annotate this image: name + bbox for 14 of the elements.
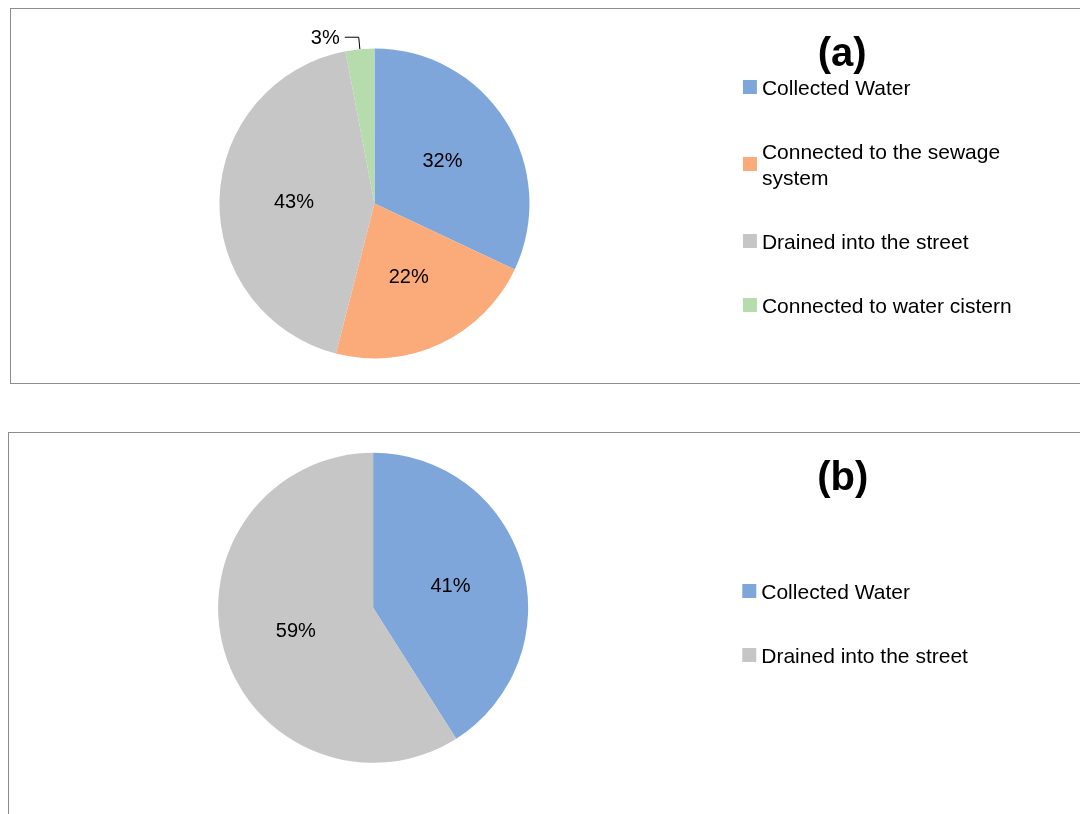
chart-title: (a) xyxy=(817,30,867,74)
data-label: 41% xyxy=(430,574,471,597)
data-label: 3% xyxy=(310,26,340,49)
chart-title: (b) xyxy=(817,454,869,498)
data-label: 43% xyxy=(273,189,315,212)
data-label: 32% xyxy=(422,149,463,172)
data-label: 22% xyxy=(388,265,429,288)
legend-label: Connected to water cistern xyxy=(761,293,1012,317)
legend-label: Collected Water xyxy=(761,75,911,99)
legend-label: Drained into the street xyxy=(761,643,969,667)
legend-label: Collected Water xyxy=(761,579,910,603)
legend-label: Connected to the sewage system xyxy=(761,139,1006,189)
legend-label: Drained into the street xyxy=(761,229,969,253)
data-label: 59% xyxy=(275,619,317,642)
